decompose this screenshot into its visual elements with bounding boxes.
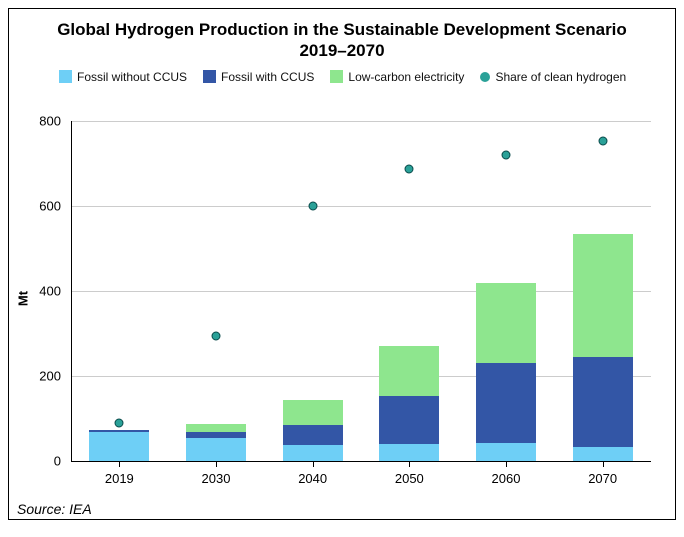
legend-label: Share of clean hydrogen [495, 70, 626, 84]
scatter-point [502, 151, 511, 160]
bar-segment [283, 425, 343, 445]
legend-label: Low-carbon electricity [348, 70, 464, 84]
legend-label: Fossil with CCUS [221, 70, 314, 84]
legend-item: Share of clean hydrogen [480, 70, 626, 84]
bar-segment [379, 396, 439, 444]
gridline [71, 291, 651, 292]
xtick-mark [313, 461, 314, 467]
source-text: Source: IEA [17, 501, 92, 517]
legend-label: Fossil without CCUS [77, 70, 187, 84]
legend-swatch-icon [59, 70, 72, 83]
bar-segment [89, 432, 149, 461]
bar-segment [476, 283, 536, 363]
ytick-label: 600 [39, 199, 61, 214]
legend-swatch-icon [330, 70, 343, 83]
legend-dot-icon [480, 72, 490, 82]
chart-title: Global Hydrogen Production in the Sustai… [9, 9, 675, 62]
title-line-2: 2019–2070 [9, 40, 675, 61]
xtick-label: 2030 [202, 471, 231, 486]
bar-segment [283, 445, 343, 461]
xtick-label: 2060 [492, 471, 521, 486]
bar-group [573, 234, 633, 461]
bar-segment [573, 234, 633, 357]
xtick-mark [603, 461, 604, 467]
scatter-point [598, 136, 607, 145]
xtick-mark [216, 461, 217, 467]
legend-item: Low-carbon electricity [330, 70, 464, 84]
bar-group [186, 424, 246, 461]
gridline [71, 376, 651, 377]
y-axis-label: Mt [16, 291, 31, 306]
chart-container: Global Hydrogen Production in the Sustai… [8, 8, 676, 520]
scatter-point [115, 418, 124, 427]
ytick-label: 200 [39, 369, 61, 384]
bar-segment [573, 357, 633, 448]
bar-group [476, 283, 536, 461]
scatter-point [212, 331, 221, 340]
bar-segment [186, 438, 246, 461]
ytick-label: 0 [54, 454, 61, 469]
bar-group [89, 430, 149, 461]
xtick-mark [409, 461, 410, 467]
xtick-label: 2019 [105, 471, 134, 486]
legend-item: Fossil with CCUS [203, 70, 314, 84]
xtick-mark [119, 461, 120, 467]
legend-item: Fossil without CCUS [59, 70, 187, 84]
bar-segment [186, 424, 246, 433]
bar-segment [476, 443, 536, 461]
bar-segment [573, 447, 633, 461]
bar-segment [89, 430, 149, 432]
xtick-mark [506, 461, 507, 467]
legend: Fossil without CCUS Fossil with CCUS Low-c… [9, 62, 675, 88]
bar-group [379, 346, 439, 461]
y-axis-line [71, 121, 72, 461]
legend-swatch-icon [203, 70, 216, 83]
title-line-1: Global Hydrogen Production in the Sustai… [9, 19, 675, 40]
ytick-label: 800 [39, 114, 61, 129]
scatter-point [308, 202, 317, 211]
gridline [71, 461, 651, 462]
plot-area: 0200400600800201920302040205020602070 [71, 121, 651, 461]
xtick-label: 2050 [395, 471, 424, 486]
bar-segment [476, 363, 536, 443]
gridline [71, 121, 651, 122]
bar-segment [186, 432, 246, 438]
bar-segment [379, 444, 439, 461]
scatter-point [405, 164, 414, 173]
ytick-label: 400 [39, 284, 61, 299]
bar-segment [379, 346, 439, 396]
xtick-label: 2040 [298, 471, 327, 486]
gridline [71, 206, 651, 207]
xtick-label: 2070 [588, 471, 617, 486]
bar-segment [283, 400, 343, 425]
bar-group [283, 400, 343, 461]
